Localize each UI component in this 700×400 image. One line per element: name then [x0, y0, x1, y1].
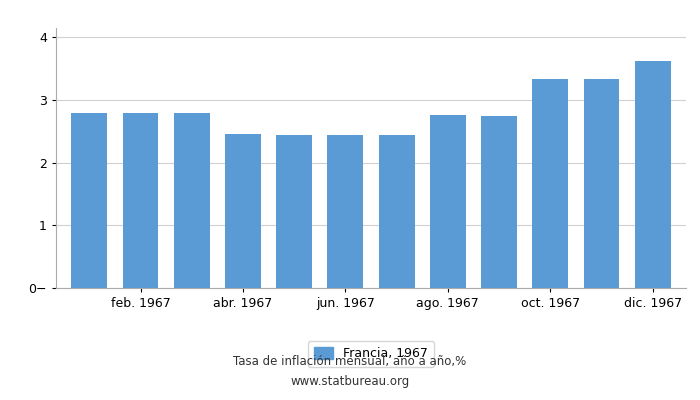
Bar: [225, 134, 261, 288]
Bar: [584, 79, 620, 288]
Bar: [276, 135, 312, 288]
Bar: [122, 112, 158, 288]
Text: Tasa de inflación mensual, año a año,%: Tasa de inflación mensual, año a año,%: [233, 356, 467, 368]
Bar: [328, 134, 363, 288]
Bar: [71, 112, 107, 288]
Bar: [174, 113, 210, 288]
Legend: Francia, 1967: Francia, 1967: [308, 341, 434, 366]
Text: www.statbureau.org: www.statbureau.org: [290, 376, 410, 388]
Bar: [532, 79, 568, 288]
Bar: [635, 60, 671, 288]
Bar: [430, 115, 466, 288]
Bar: [481, 116, 517, 288]
Bar: [379, 135, 414, 288]
